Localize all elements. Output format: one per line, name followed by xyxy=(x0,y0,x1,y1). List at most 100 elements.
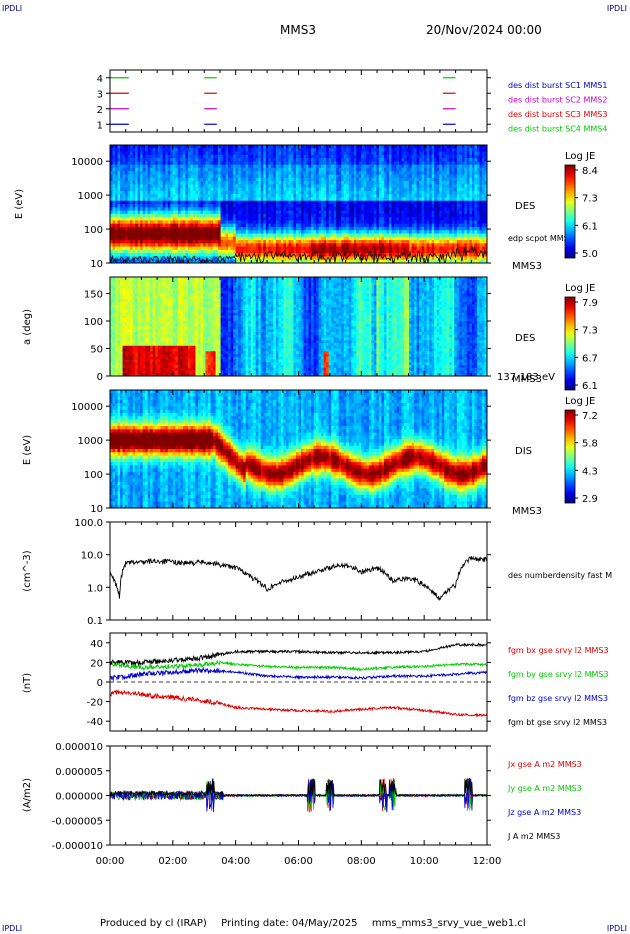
dis-energy-colorbar-tick-label: 4.3 xyxy=(582,466,598,477)
des-energy-y-tick-label: 1000 xyxy=(78,191,103,202)
dis-energy-y-tick-label: 10 xyxy=(90,504,103,515)
burst-legend-entry: des dist burst SC3 MMS3 xyxy=(508,110,607,119)
burst-y-tick-label: 3 xyxy=(97,89,103,100)
des-pitch-energy-band: 137-183 eV xyxy=(497,372,555,383)
des-energy-colorbar-tick-label: 5.0 xyxy=(582,249,598,260)
current-y-tick-label: 0.000005 xyxy=(55,767,103,778)
current-y-tick-label: -0.000010 xyxy=(52,841,103,852)
dis-energy-colorbar-spacecraft: MMS3 xyxy=(512,506,542,517)
des-energy-colorbar-tick-label: 7.3 xyxy=(582,194,598,205)
des-pitch-colorbar-tick-label: 6.1 xyxy=(582,381,598,392)
bfield-ylabel: (nT) xyxy=(22,673,33,693)
dis-energy-colorbar-instrument: DIS xyxy=(515,446,532,457)
footer-credit: Produced by cl (IRAP) Printing date: 04/… xyxy=(100,918,526,929)
x-tick-label: 10:00 xyxy=(410,856,439,867)
dis-energy-y-tick-label: 10000 xyxy=(71,402,103,413)
footer-printing-date: Printing date: 04/May/2025 xyxy=(221,918,358,929)
des-pitch-colorbar-title: Log JE xyxy=(565,283,595,294)
des-energy-colorbar-tick-label: 8.4 xyxy=(582,166,598,177)
corner-label-bottom-right: IPDLI xyxy=(606,924,627,933)
des-energy-ylabel: E (eV) xyxy=(14,189,25,219)
dis-energy-colorbar-title: Log JE xyxy=(565,396,595,407)
x-tick-label: 00:00 xyxy=(96,856,125,867)
spacecraft-title: MMS3 xyxy=(280,23,316,37)
des-energy-colorbar-title: Log JE xyxy=(565,151,595,162)
bfield-y-tick-label: 0 xyxy=(97,678,103,689)
des-pitch-colorbar-tick-label: 6.7 xyxy=(582,353,598,364)
des-pitch-colorbar-tick-label: 7.3 xyxy=(582,326,598,337)
des-energy-colorbar xyxy=(564,164,576,259)
heatmap-dis-energy xyxy=(110,390,488,509)
burst-y-tick-label: 1 xyxy=(97,120,103,131)
bfield-series-line xyxy=(110,642,488,667)
des-pitch-colorbar-tick-label: 7.9 xyxy=(582,298,598,309)
bfield-y-tick-label: -20 xyxy=(87,698,103,709)
x-tick-label: 12:00 xyxy=(473,856,502,867)
current-y-tick-label: 0.000010 xyxy=(55,742,103,753)
burst-y-tick-label: 4 xyxy=(97,74,103,85)
density-y-tick-label: 0.1 xyxy=(87,616,103,627)
x-tick-label: 06:00 xyxy=(284,856,313,867)
corner-label-top-left: IPDLI xyxy=(2,4,23,13)
x-tick-label: 08:00 xyxy=(347,856,376,867)
des-pitch-y-tick-label: 50 xyxy=(90,345,103,356)
current-legend-entry: J A m2 MMS3 xyxy=(507,832,560,841)
des-energy-y-tick-label: 10000 xyxy=(71,157,103,168)
dis-energy-y-tick-label: 1000 xyxy=(78,436,103,447)
des-energy-colorbar-tick-label: 6.1 xyxy=(582,221,598,232)
corner-label-top-right: IPDLI xyxy=(606,4,627,13)
scpot-overlay-label: edp scpot MMS3 xyxy=(508,234,574,243)
dis-energy-y-tick-label: 100 xyxy=(84,470,103,481)
des-pitch-colorbar-spacecraft: MMS3 xyxy=(512,374,542,385)
des-pitch-y-tick-label: 100 xyxy=(84,317,103,328)
burst-legend-entry: des dist burst SC4 MMS4 xyxy=(508,125,607,134)
des-pitch-ylabel: a (deg) xyxy=(22,309,33,345)
current-legend-entry: Jz gse A m2 MMS3 xyxy=(507,808,581,817)
x-tick-label: 04:00 xyxy=(221,856,250,867)
des-energy-y-tick-label: 10 xyxy=(90,259,103,270)
bfield-series-line xyxy=(109,666,488,682)
des-pitch-colorbar xyxy=(564,296,576,391)
corner-label-bottom-left: IPDLI xyxy=(2,924,23,933)
bfield-series-line xyxy=(109,660,488,672)
density-ylabel: (cm^-3) xyxy=(22,550,33,591)
current-legend-entry: Jx gse A m2 MMS3 xyxy=(507,760,582,769)
dis-energy-colorbar-tick-label: 2.9 xyxy=(582,494,598,505)
heatmap-des-pitch xyxy=(110,277,488,377)
dis-energy-colorbar-tick-label: 7.2 xyxy=(582,411,598,422)
current-y-tick-label: 0.000000 xyxy=(55,792,103,803)
current-series-line xyxy=(109,778,488,797)
des-pitch-y-tick-label: 0 xyxy=(97,372,103,383)
heatmap-des-energy xyxy=(110,145,488,264)
bfield-legend-entry: fgm bx gse srvy l2 MMS3 xyxy=(508,646,609,655)
burst-legend-entry: des dist burst SC1 MMS1 xyxy=(508,81,607,90)
dis-energy-colorbar-tick-label: 5.8 xyxy=(582,439,598,450)
current-ylabel: (A/m2) xyxy=(22,778,33,812)
burst-legend-entry: des dist burst SC2 MMS2 xyxy=(508,96,607,105)
density-y-tick-label: 10.0 xyxy=(81,551,103,562)
current-legend-entry: Jy gse A m2 MMS3 xyxy=(507,784,582,793)
density-panel-frame xyxy=(109,521,488,621)
bfield-legend-entry: fgm bz gse srvy l2 MMS3 xyxy=(508,694,608,703)
current-y-tick-label: -0.000005 xyxy=(52,816,103,827)
bfield-legend-entry: fgm by gse srvy l2 MMS3 xyxy=(508,670,609,679)
des-energy-y-tick-label: 100 xyxy=(84,225,103,236)
burst-panel-frame xyxy=(109,69,488,133)
dis-energy-colorbar xyxy=(564,409,576,504)
density-series-line xyxy=(109,555,488,601)
bfield-y-tick-label: -40 xyxy=(87,717,103,728)
x-tick-label: 02:00 xyxy=(158,856,187,867)
footer-producer: Produced by cl (IRAP) xyxy=(100,918,207,929)
bfield-y-tick-label: 20 xyxy=(90,658,103,669)
des-pitch-y-tick-label: 150 xyxy=(84,290,103,301)
des-pitch-colorbar-instrument: DES xyxy=(515,333,535,344)
bfield-series-line xyxy=(109,689,488,718)
density-y-tick-label: 100.0 xyxy=(74,518,103,529)
bfield-legend-entry: fgm bt gse srvy l2 MMS3 xyxy=(508,718,607,727)
date-title: 20/Nov/2024 00:00 xyxy=(426,23,542,37)
burst-y-tick-label: 2 xyxy=(97,105,103,116)
density-y-tick-label: 1.0 xyxy=(87,583,103,594)
dis-energy-ylabel: E (eV) xyxy=(22,435,33,465)
des-energy-colorbar-instrument: DES xyxy=(515,201,535,212)
